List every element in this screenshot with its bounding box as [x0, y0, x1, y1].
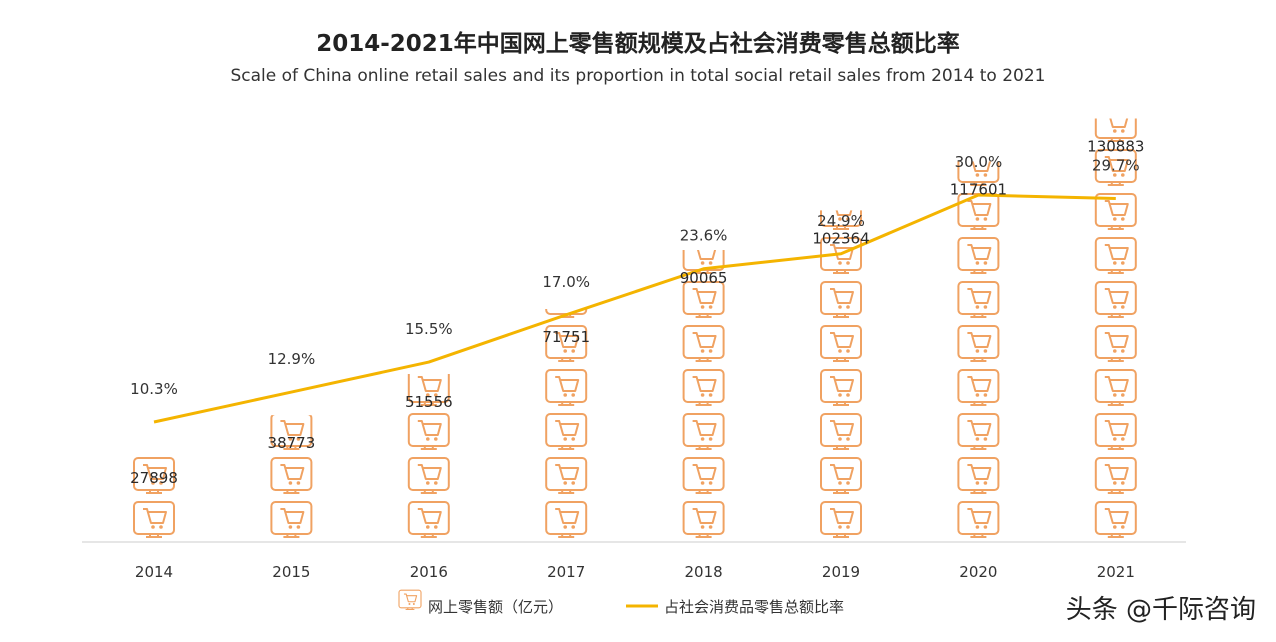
legend-label-line: 占社会消费品零售总额比率 — [664, 598, 844, 616]
x-tick-label: 2016 — [410, 563, 448, 581]
ratio-line — [153, 193, 1116, 424]
watermark-text: 头条 @千际咨询 — [1066, 595, 1256, 625]
bar-2018 — [682, 249, 725, 538]
bar-value-label: 117601 — [950, 180, 1007, 198]
bar-2019 — [820, 210, 862, 538]
x-tick-label: 2014 — [135, 563, 173, 581]
x-tick-label: 2021 — [1097, 563, 1135, 581]
bar-value-label: 38773 — [268, 434, 316, 452]
bar-2020 — [957, 161, 1000, 538]
line-value-label: 15.5% — [405, 320, 453, 338]
x-tick-label: 2019 — [822, 563, 860, 581]
x-tick-label: 2015 — [272, 563, 310, 581]
bar-value-label: 51556 — [405, 393, 453, 411]
bar-value-label: 90065 — [680, 269, 728, 287]
line-value-label: 10.3% — [130, 380, 178, 398]
bar-value-label: 130883 — [1087, 138, 1144, 156]
legend-item-line: 占社会消费品零售总额比率 — [626, 598, 844, 616]
chart-title: 2014-2021年中国网上零售额规模及占社会消费零售总额比率 — [316, 31, 960, 57]
legend-item-bar: 网上零售额（亿元） — [398, 589, 563, 616]
line-value-label: 17.0% — [542, 273, 590, 291]
line-value-label: 24.9% — [817, 212, 865, 230]
bar-2015 — [270, 415, 313, 538]
line-value-label: 12.9% — [268, 350, 316, 368]
bar-2014 — [133, 457, 175, 538]
line-value-label: 30.0% — [955, 153, 1003, 171]
bar-value-label: 71751 — [542, 328, 590, 346]
chart-subtitle: Scale of China online retail sales and i… — [230, 66, 1046, 86]
bar-2021 — [1094, 118, 1137, 538]
line-value-label: 23.6% — [680, 227, 728, 245]
bar-value-label: 27898 — [130, 469, 178, 487]
x-tick-label: 2020 — [959, 563, 997, 581]
x-tick-label: 2018 — [685, 563, 723, 581]
legend-label-bar: 网上零售额（亿元） — [428, 598, 563, 616]
bar-2017 — [545, 308, 588, 538]
line-value-label: 29.7% — [1092, 156, 1140, 174]
shopping-cart-monitor-icon — [398, 589, 422, 611]
bar-2016 — [407, 373, 450, 538]
x-tick-label: 2017 — [547, 563, 585, 581]
bar-value-label: 102364 — [812, 229, 869, 247]
